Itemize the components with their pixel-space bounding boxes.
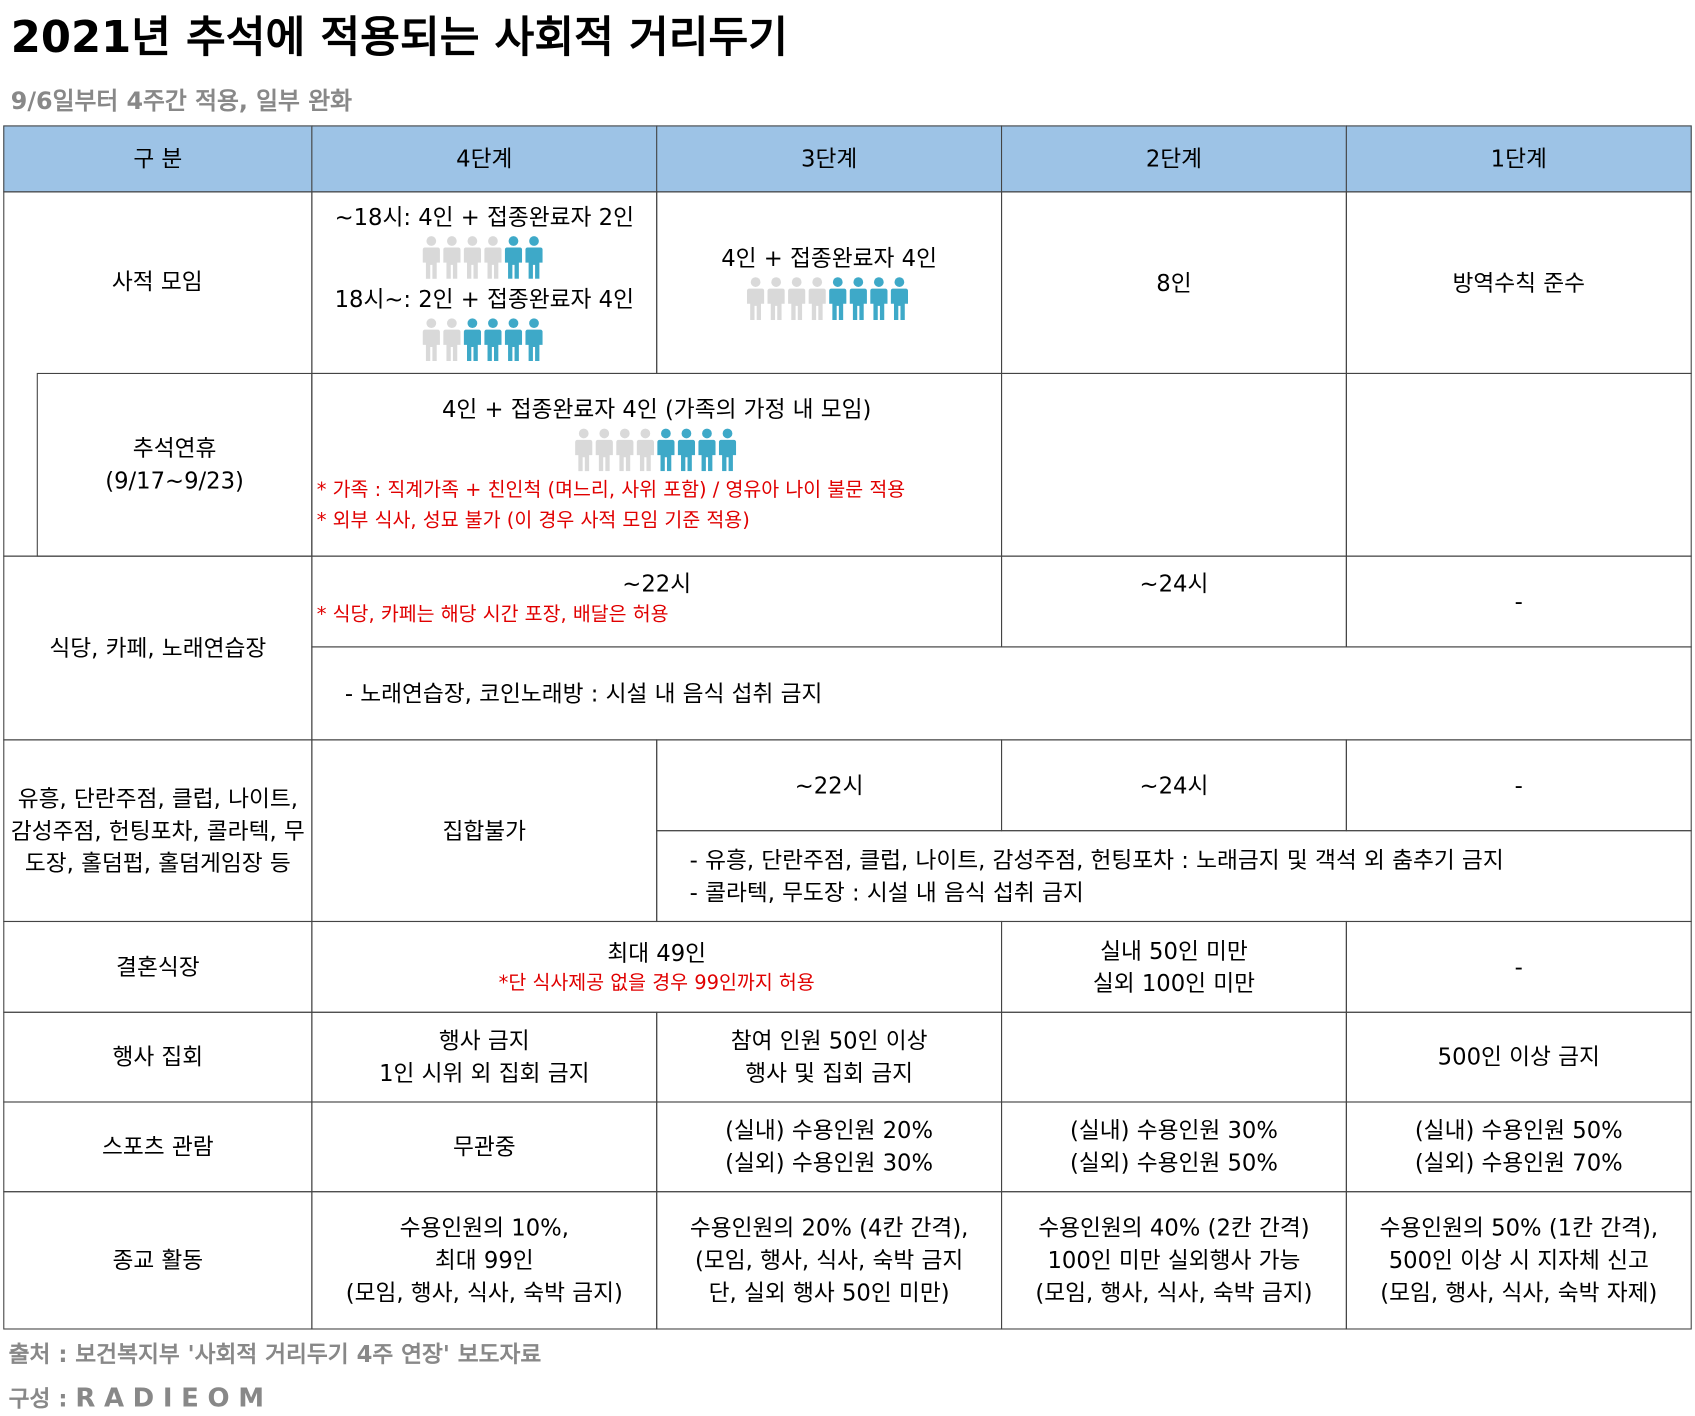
- cell-text: ~18시: 4인 + 접종완료자 2인: [334, 203, 634, 230]
- cell: (실내) 수용인원 30% (실외) 수용인원 50%: [1000, 1101, 1347, 1193]
- cell-text: 수용인원의 40% (2칸 간격): [1038, 1214, 1310, 1241]
- source: 출처 : 보건복지부 '사회적 거리두기 4주 연장' 보도자료: [8, 1341, 542, 1368]
- cell: 4인 + 접종완료자 4인 (가족의 가정 내 모임) * 가족 : 직계가족 …: [311, 372, 1003, 557]
- cell-text: 4인 + 접종완료자 4인 (가족의 가정 내 모임): [441, 396, 872, 423]
- cell: 4인 + 접종완료자 4인: [656, 191, 1003, 374]
- cell-text: (실외) 수용인원 30%: [725, 1150, 934, 1177]
- header-cell: 3단계: [656, 125, 1003, 193]
- header-cell: 구 분: [3, 125, 313, 193]
- cell-text: 최대 49인: [607, 939, 707, 966]
- row-label-line: (9/17~9/23): [105, 468, 244, 494]
- row-label-line: 추석연휴: [132, 435, 217, 462]
- credit-name: RADIEOM: [75, 1382, 273, 1413]
- cell-text: 18시~: 2인 + 접종완료자 4인: [334, 285, 634, 312]
- cell: (실내) 수용인원 50% (실외) 수용인원 70%: [1345, 1101, 1692, 1193]
- credit-label: 구성 :: [8, 1385, 68, 1412]
- cell: 500인 이상 금지: [1345, 1011, 1692, 1103]
- cell: 방역수칙 준수: [1345, 191, 1692, 374]
- cell-text: - 콜라텍, 무도장 : 시설 내 음식 섭취 금지: [689, 879, 1084, 906]
- cell: 8인: [1000, 191, 1347, 374]
- cell: 실내 50인 미만 실외 100인 미만: [1000, 920, 1347, 1013]
- cell: - 노래연습장, 코인노래방 : 시설 내 음식 섭취 금지: [311, 646, 1692, 741]
- header-cell: 1단계: [1345, 125, 1692, 193]
- note: * 가족 : 직계가족 + 친인척 (며느리, 사위 포함) / 영유아 나이 …: [316, 478, 906, 502]
- cell: [1000, 372, 1347, 557]
- person-icons: [574, 428, 736, 472]
- cell-text: (실내) 수용인원 50%: [1414, 1117, 1623, 1144]
- cell-text: - 유흥, 단란주점, 클럽, 나이트, 감성주점, 헌팅포차 : 노래금지 및…: [689, 846, 1504, 873]
- cell: ~24시: [1000, 739, 1347, 832]
- cell: 무관중: [311, 1101, 658, 1193]
- person-icons: [746, 276, 909, 320]
- row-label: 결혼식장: [3, 920, 313, 1013]
- cell-text: 500인 이상 시 지자체 신고: [1388, 1247, 1649, 1274]
- header-cell: 4단계: [311, 125, 658, 193]
- cell-text: 수용인원의 50% (1칸 간격),: [1379, 1214, 1659, 1241]
- cell-text: 수용인원의 20% (4칸 간격),: [689, 1214, 969, 1241]
- cell-text: 행사 금지: [438, 1027, 530, 1054]
- cell: 참여 인원 50인 이상 행사 및 집회 금지: [656, 1011, 1003, 1103]
- cell: ~22시 * 식당, 카페는 해당 시간 포장, 배달은 허용: [311, 555, 1003, 648]
- cell: -: [1345, 920, 1692, 1013]
- cell-text: 참여 인원 50인 이상: [730, 1027, 928, 1054]
- header-cell: 2단계: [1000, 125, 1347, 193]
- note: * 식당, 카페는 해당 시간 포장, 배달은 허용: [316, 603, 669, 626]
- cell: (실내) 수용인원 20% (실외) 수용인원 30%: [656, 1101, 1003, 1193]
- cell: 최대 49인 *단 식사제공 없을 경우 99인까지 허용: [311, 920, 1003, 1013]
- cell-text: 수용인원의 10%,: [399, 1214, 569, 1241]
- subtitle: 9/6일부터 4주간 적용, 일부 완화: [10, 88, 352, 116]
- row-label: 유흥, 단란주점, 클럽, 나이트, 감성주점, 헌팅포차, 콜라텍, 무도장,…: [3, 739, 313, 923]
- cell-text: 1인 시위 외 집회 금지: [379, 1060, 590, 1087]
- cell-text: 실외 100인 미만: [1092, 970, 1256, 997]
- row-label: 스포츠 관람: [3, 1101, 313, 1193]
- cell-text: 4인 + 접종완료자 4인: [721, 244, 937, 271]
- person-icons: [422, 235, 543, 279]
- cell: [1000, 1011, 1347, 1103]
- cell-text: (모임, 행사, 식사, 숙박 금지): [345, 1279, 623, 1306]
- cell-text: 행사 및 집회 금지: [745, 1060, 914, 1087]
- row-label: 행사 집회: [3, 1011, 313, 1103]
- cell-text: (모임, 행사, 식사, 숙박 금지: [695, 1247, 964, 1274]
- cell-text: ~22시: [622, 570, 692, 597]
- cell: ~18시: 4인 + 접종완료자 2인 18시~: 2인 + 접종완료자 4인: [311, 191, 658, 374]
- title: 2021년 추석에 적용되는 사회적 거리두기: [10, 12, 789, 63]
- row-label: 종교 활동: [3, 1191, 313, 1330]
- cell-text: (실내) 수용인원 30%: [1069, 1117, 1278, 1144]
- cell-text: (모임, 행사, 식사, 숙박 금지): [1035, 1279, 1313, 1306]
- cell-text: (모임, 행사, 식사, 숙박 자제): [1380, 1279, 1658, 1306]
- row-label: 식당, 카페, 노래연습장: [3, 555, 313, 741]
- cell: -: [1345, 739, 1692, 832]
- credit: 구성 : RADIEOM: [9, 1381, 273, 1413]
- cell: ~22시: [656, 739, 1003, 832]
- cell: 수용인원의 40% (2칸 간격) 100인 미만 실외행사 가능 (모임, 행…: [1000, 1191, 1347, 1330]
- row-label: 사적 모임: [111, 269, 203, 296]
- cell: 행사 금지 1인 시위 외 집회 금지: [311, 1011, 658, 1103]
- cell-text: (실외) 수용인원 50%: [1069, 1150, 1278, 1177]
- row-label: 추석연휴 (9/17~9/23): [36, 372, 313, 557]
- cell: 수용인원의 20% (4칸 간격), (모임, 행사, 식사, 숙박 금지 단,…: [656, 1191, 1003, 1330]
- cell: -: [1345, 555, 1692, 648]
- cell: 수용인원의 50% (1칸 간격), 500인 이상 시 지자체 신고 (모임,…: [1345, 1191, 1692, 1330]
- note: * 외부 식사, 성묘 불가 (이 경우 사적 모임 기준 적용): [316, 509, 750, 532]
- cell-text: (실외) 수용인원 70%: [1414, 1150, 1623, 1177]
- cell: [1345, 372, 1692, 557]
- cell-text: 실내 50인 미만: [1100, 937, 1248, 964]
- person-icons: [422, 317, 543, 361]
- cell-text: 100인 미만 실외행사 가능: [1047, 1247, 1301, 1274]
- cell: 집합불가: [311, 739, 658, 923]
- cell: 수용인원의 10%, 최대 99인 (모임, 행사, 식사, 숙박 금지): [311, 1191, 658, 1330]
- cell: ~24시: [1000, 555, 1347, 648]
- cell: - 유흥, 단란주점, 클럽, 나이트, 감성주점, 헌팅포차 : 노래금지 및…: [656, 830, 1692, 923]
- note: *단 식사제공 없을 경우 99인까지 허용: [498, 971, 815, 994]
- cell-text: (실내) 수용인원 20%: [725, 1117, 934, 1144]
- cell-text: 최대 99인: [434, 1247, 534, 1274]
- cell-text: 단, 실외 행사 50인 미만): [708, 1279, 950, 1306]
